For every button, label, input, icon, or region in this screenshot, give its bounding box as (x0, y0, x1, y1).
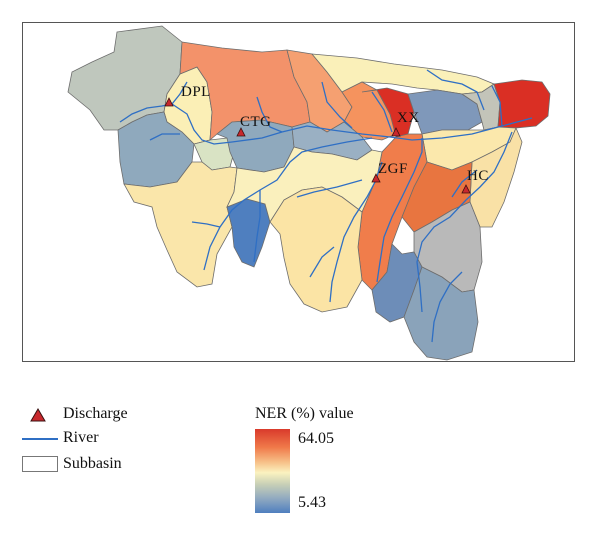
ner-colorbar (255, 429, 290, 513)
river-segment (253, 190, 261, 263)
legend-subbasin-label: Subbasin (63, 455, 122, 472)
subbasin-southeast-blue (403, 266, 479, 361)
legend-discharge-label: Discharge (63, 405, 128, 422)
river-segment (309, 246, 335, 278)
river-segment (416, 131, 513, 313)
river-segment (371, 91, 393, 133)
river-segment (329, 161, 383, 303)
river-segment (431, 271, 463, 343)
discharge-stations (164, 97, 471, 194)
discharge-marker-xx (391, 127, 401, 137)
legend-ner-max: 64.05 (298, 430, 334, 447)
river-segment (426, 69, 485, 111)
river-segment (451, 169, 478, 198)
map-frame (22, 22, 575, 362)
river-segment (171, 81, 188, 105)
subbasin-south-large (269, 186, 363, 313)
legend-subbasin-icon (22, 456, 58, 472)
legend-ner-title: NER (%) value (255, 405, 354, 422)
river-segment (171, 103, 533, 145)
river-segment (191, 221, 221, 228)
station-label-zgf: ZGF (378, 161, 408, 177)
subbasin-east-red (493, 79, 551, 129)
river-segment (491, 85, 503, 127)
river-segment (321, 81, 353, 129)
station-label-hc: HC (467, 168, 489, 184)
river-segment (256, 96, 283, 133)
river-segment (149, 133, 180, 141)
legend-river-label: River (63, 429, 99, 446)
discharge-marker-hc (461, 184, 471, 194)
legend-discharge-icon (30, 408, 46, 422)
legend-ner-min: 5.43 (298, 494, 326, 511)
subbasins (67, 25, 551, 361)
station-label-xx: XX (397, 110, 420, 126)
station-label-ctg: CTG (240, 114, 272, 130)
legend-river-icon (22, 438, 58, 440)
discharge-marker-dpl (164, 97, 174, 107)
discharge-marker-zgf (371, 173, 381, 183)
rivers (119, 69, 533, 343)
discharge-marker-ctg (236, 127, 246, 137)
river-segment (376, 138, 423, 283)
river-segment (203, 137, 373, 271)
river-segment (296, 179, 363, 198)
station-label-dpl: DPL (181, 84, 211, 100)
subbasin-xx-blue (407, 89, 483, 135)
